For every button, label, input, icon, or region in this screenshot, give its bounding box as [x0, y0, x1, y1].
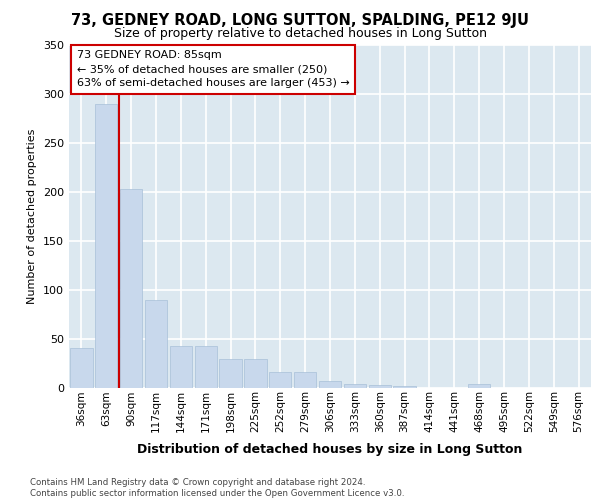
Bar — [394, 386, 416, 388]
Bar — [170, 346, 192, 388]
Bar — [220, 359, 242, 388]
Bar — [368, 384, 391, 388]
Bar — [294, 372, 316, 388]
Text: 73, GEDNEY ROAD, LONG SUTTON, SPALDING, PE12 9JU: 73, GEDNEY ROAD, LONG SUTTON, SPALDING, … — [71, 12, 529, 28]
Bar — [120, 189, 142, 388]
Bar — [194, 346, 217, 388]
Text: Distribution of detached houses by size in Long Sutton: Distribution of detached houses by size … — [137, 442, 523, 456]
Bar — [319, 380, 341, 388]
Text: Contains HM Land Registry data © Crown copyright and database right 2024.
Contai: Contains HM Land Registry data © Crown c… — [30, 478, 404, 498]
Bar — [244, 359, 266, 388]
Bar — [344, 384, 366, 388]
Bar — [145, 300, 167, 388]
Bar — [468, 384, 490, 388]
Bar — [269, 372, 292, 388]
Bar — [95, 104, 118, 388]
Y-axis label: Number of detached properties: Number of detached properties — [28, 128, 37, 304]
Text: 73 GEDNEY ROAD: 85sqm
← 35% of detached houses are smaller (250)
63% of semi-det: 73 GEDNEY ROAD: 85sqm ← 35% of detached … — [77, 50, 350, 88]
Bar — [70, 348, 92, 388]
Text: Size of property relative to detached houses in Long Sutton: Size of property relative to detached ho… — [113, 28, 487, 40]
